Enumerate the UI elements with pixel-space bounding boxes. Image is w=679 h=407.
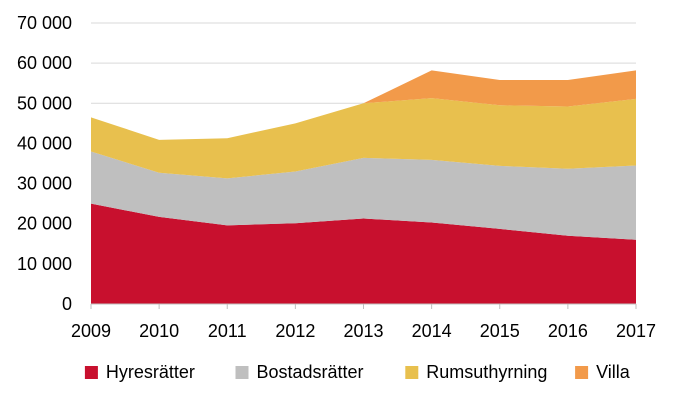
x-tick-label: 2013 [343, 321, 383, 341]
axes: 0 10 000 20 000 30 000 40 000 50 000 60 000 70 … [17, 13, 656, 341]
y-tick-label: 70 000 [17, 13, 72, 33]
x-tick-label: 2014 [412, 321, 452, 341]
x-tick-label: 2011 [208, 321, 247, 341]
area-series-2 [91, 151, 636, 240]
x-tick-label: 2016 [548, 321, 588, 341]
legend-swatch [405, 366, 419, 379]
y-tick-label: 20 000 [17, 214, 72, 234]
x-tick-label: 2017 [616, 321, 656, 341]
legend-swatch [575, 366, 589, 379]
x-tick-label: 2015 [480, 321, 520, 341]
legend-item: Villa [575, 362, 631, 382]
legend-label: Hyresrätter [106, 362, 195, 382]
y-tick-label: 30 000 [17, 174, 72, 194]
legend-item: Hyresrätter [84, 362, 195, 382]
legend-item: Rumsuthyrning [405, 362, 547, 382]
x-tick-label: 2012 [275, 321, 315, 341]
y-tick-label: 50 000 [17, 93, 72, 113]
y-tick-label: 40 000 [17, 133, 72, 153]
legend-label: Rumsuthyrning [426, 362, 547, 382]
x-tick-label: 2009 [71, 321, 111, 341]
area-series-3 [91, 98, 636, 179]
x-tick-label: 2010 [139, 321, 179, 341]
legend-swatch [84, 366, 98, 379]
area-series-4 [91, 70, 636, 140]
area-series-1 [91, 203, 636, 304]
area-series-layer [91, 70, 636, 304]
legend-swatch [235, 366, 249, 379]
legend: Hyresrätter Bostadsrätter Rumsuthyrning Vil… [84, 362, 631, 382]
y-tick-label: 10 000 [17, 254, 72, 274]
legend-item: Bostadsrätter [235, 362, 364, 382]
y-tick-label: 60 000 [17, 53, 72, 73]
legend-label: Bostadsrätter [257, 362, 364, 382]
y-tick-label: 0 [62, 294, 72, 314]
legend-label: Villa [596, 362, 631, 382]
